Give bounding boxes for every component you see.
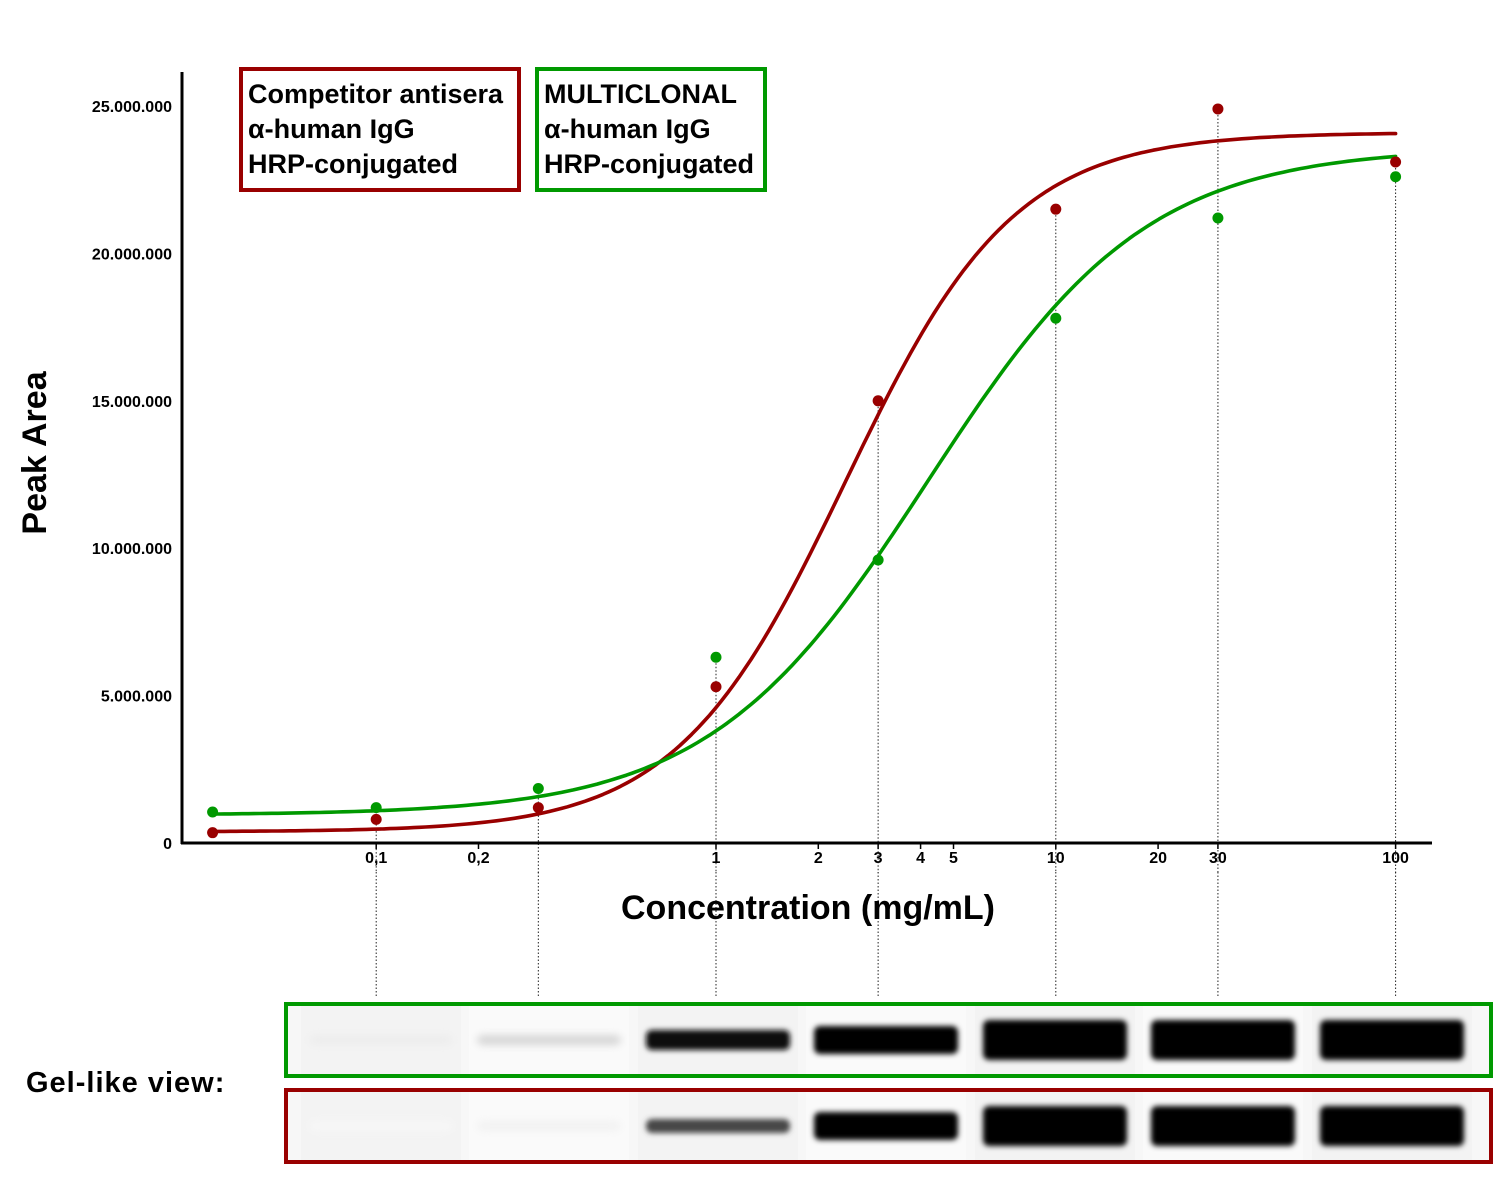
concentration-guide-lines [375, 114, 1397, 996]
data-point [1050, 312, 1062, 324]
legend-entry-line: α-human IgG [248, 114, 415, 144]
legend: Competitor antisera α-human IgG HRP-conjug… [239, 67, 767, 192]
gel-lane-border [284, 1002, 1493, 1078]
legend-entry-line: MULTICLONAL [544, 79, 737, 109]
legend-entry-line: α-human IgG [544, 114, 711, 144]
y-tick-label: 10.000.000 [92, 541, 172, 558]
data-point [1050, 203, 1062, 215]
data-point [872, 395, 884, 407]
data-point [1390, 156, 1402, 168]
x-tick-label: 20 [1149, 850, 1167, 867]
x-tick-label: 5 [949, 850, 958, 867]
legend-box [239, 67, 521, 192]
x-tick-label: 0,1 [365, 850, 387, 867]
x-axis-title: Concentration (mg/mL) [621, 889, 995, 927]
y-tick-label: 15.000.000 [92, 394, 172, 411]
data-point [370, 802, 382, 814]
x-tick-label: 4 [916, 850, 925, 867]
gel-band [1151, 1020, 1295, 1060]
fit-curve [210, 154, 1398, 816]
y-tick-label: 5.000.000 [101, 689, 172, 706]
data-points [207, 103, 1402, 839]
legend-entry-line: HRP-conjugated [248, 149, 458, 179]
gel-band [646, 1119, 790, 1133]
x-tick-label: 100 [1382, 850, 1409, 867]
data-point [207, 806, 219, 818]
gel-band [309, 1035, 453, 1045]
gel-band [309, 1121, 453, 1131]
y-tick-label: 0 [163, 836, 172, 853]
gel-view-label: Gel-like view: [26, 1067, 225, 1099]
legend-entry-line: Competitor antisera [248, 79, 504, 109]
x-tick-label: 10 [1047, 850, 1065, 867]
gel-band [646, 1030, 790, 1050]
data-point [207, 827, 219, 839]
y-axis-title: Peak Area [16, 370, 54, 534]
legend-entry-line: HRP-conjugated [544, 149, 754, 179]
fit-curves [210, 131, 1398, 834]
x-tick-label: 1 [712, 850, 721, 867]
legend-box [535, 67, 767, 192]
x-tick-label: 3 [874, 850, 883, 867]
y-tick-label: 25.000.000 [92, 99, 172, 116]
y-tick-label: 20.000.000 [92, 246, 172, 263]
gel-band [983, 1020, 1127, 1060]
gel-lane-border [284, 1088, 1493, 1164]
data-point [1212, 103, 1224, 115]
gel-band [814, 1026, 958, 1054]
fit-curve [210, 131, 1398, 834]
gel-band [477, 1035, 621, 1045]
x-tick-label: 2 [814, 850, 823, 867]
gel-like-view: Gel-like view: [26, 1002, 1493, 1164]
x-tick-label: 0,2 [467, 850, 489, 867]
data-point [872, 554, 884, 566]
gel-band [477, 1121, 621, 1131]
gel-band [1151, 1106, 1295, 1146]
data-point [532, 782, 544, 794]
x-tick-label: 30 [1209, 850, 1227, 867]
data-point [1212, 212, 1224, 224]
gel-band [814, 1112, 958, 1140]
data-point [370, 813, 382, 825]
data-point [532, 802, 544, 814]
gel-band [1320, 1020, 1464, 1060]
gel-band [1320, 1106, 1464, 1146]
gel-band [983, 1106, 1127, 1146]
data-point [1390, 171, 1402, 183]
axes: 0 5.000.000 10.000.000 15.000.000 20.000.000… [16, 72, 1432, 927]
data-point [710, 651, 722, 663]
data-point [710, 681, 722, 693]
